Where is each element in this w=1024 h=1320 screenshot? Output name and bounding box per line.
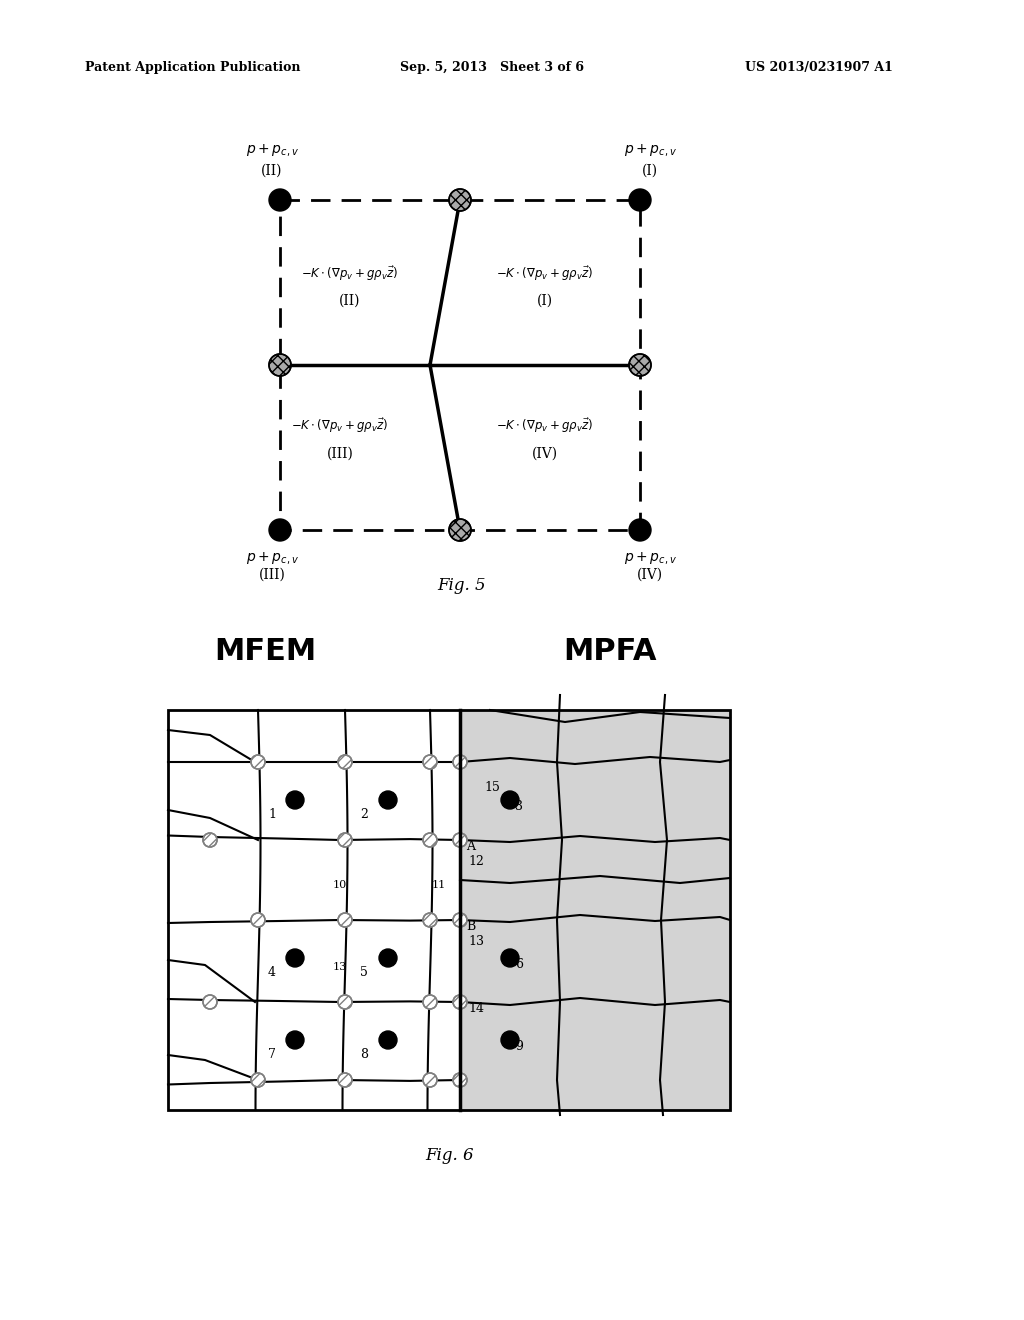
Text: 4: 4 [268, 966, 276, 979]
Text: 15: 15 [484, 781, 500, 795]
Circle shape [286, 949, 304, 968]
Text: $p + p_{c,v}$: $p + p_{c,v}$ [624, 143, 677, 158]
Circle shape [338, 1073, 352, 1086]
Text: 12: 12 [468, 855, 484, 869]
Circle shape [453, 913, 467, 927]
Circle shape [203, 995, 217, 1008]
Text: $p + p_{c,v}$: $p + p_{c,v}$ [246, 550, 298, 566]
Text: 8: 8 [360, 1048, 368, 1061]
Circle shape [453, 1073, 467, 1086]
Text: Fig. 5: Fig. 5 [437, 577, 486, 594]
Circle shape [379, 791, 397, 809]
Circle shape [379, 949, 397, 968]
Text: 3: 3 [515, 800, 523, 813]
Text: MPFA: MPFA [563, 638, 656, 667]
Bar [168, 710, 460, 1110]
Text: 13: 13 [468, 935, 484, 948]
Circle shape [251, 755, 265, 770]
Text: A: A [466, 840, 475, 853]
Text: 7: 7 [268, 1048, 275, 1061]
Text: 6: 6 [515, 958, 523, 972]
Text: 1: 1 [268, 808, 276, 821]
Circle shape [453, 995, 467, 1008]
Circle shape [286, 791, 304, 809]
Text: 2: 2 [360, 808, 368, 821]
Circle shape [423, 833, 437, 847]
Text: $p + p_{c,v}$: $p + p_{c,v}$ [246, 143, 298, 158]
Text: B: B [466, 920, 475, 933]
Circle shape [629, 189, 651, 211]
Text: (I): (I) [642, 164, 658, 178]
Circle shape [251, 913, 265, 927]
Text: 10: 10 [333, 880, 347, 890]
Text: Sep. 5, 2013   Sheet 3 of 6: Sep. 5, 2013 Sheet 3 of 6 [400, 62, 584, 74]
Circle shape [423, 913, 437, 927]
Text: (III): (III) [259, 568, 286, 582]
Circle shape [286, 1031, 304, 1049]
Circle shape [449, 519, 471, 541]
Text: (II): (II) [261, 164, 283, 178]
Circle shape [269, 354, 291, 376]
Circle shape [423, 995, 437, 1008]
Circle shape [423, 755, 437, 770]
Circle shape [453, 833, 467, 847]
Text: 13: 13 [333, 962, 347, 972]
Circle shape [338, 833, 352, 847]
Text: $p + p_{c,v}$: $p + p_{c,v}$ [624, 550, 677, 566]
Circle shape [449, 189, 471, 211]
Circle shape [629, 519, 651, 541]
Circle shape [338, 755, 352, 770]
Text: Fig. 6: Fig. 6 [426, 1147, 474, 1164]
Text: (III): (III) [327, 447, 353, 461]
Bar [168, 710, 730, 1110]
Text: 5: 5 [360, 966, 368, 979]
Circle shape [629, 354, 651, 376]
Text: $-K\cdot(\nabla p_v + g\rho_v\vec{z})$: $-K\cdot(\nabla p_v + g\rho_v\vec{z})$ [292, 417, 389, 436]
Text: US 2013/0231907 A1: US 2013/0231907 A1 [745, 62, 893, 74]
Text: 9: 9 [515, 1040, 523, 1053]
Text: Patent Application Publication: Patent Application Publication [85, 62, 300, 74]
Text: (IV): (IV) [637, 568, 664, 582]
Circle shape [203, 833, 217, 847]
Text: (II): (II) [339, 294, 360, 308]
Circle shape [501, 949, 519, 968]
Circle shape [501, 791, 519, 809]
Text: (I): (I) [537, 294, 553, 308]
Text: (IV): (IV) [531, 447, 558, 461]
Text: 11: 11 [432, 880, 446, 890]
Circle shape [423, 1073, 437, 1086]
Circle shape [379, 1031, 397, 1049]
Circle shape [338, 995, 352, 1008]
Circle shape [269, 189, 291, 211]
Circle shape [251, 1073, 265, 1086]
Text: MFEM: MFEM [214, 638, 316, 667]
Circle shape [501, 1031, 519, 1049]
Bar [460, 710, 730, 1110]
Text: 14: 14 [468, 1002, 484, 1015]
Circle shape [453, 755, 467, 770]
Circle shape [338, 913, 352, 927]
Circle shape [269, 519, 291, 541]
Text: $-K\cdot(\nabla p_v + g\rho_v\vec{z})$: $-K\cdot(\nabla p_v + g\rho_v\vec{z})$ [497, 265, 594, 282]
Text: $-K\cdot(\nabla p_v + g\rho_v\vec{z})$: $-K\cdot(\nabla p_v + g\rho_v\vec{z})$ [497, 417, 594, 436]
Text: $-K\cdot(\nabla p_v + g\rho_v\vec{z})$: $-K\cdot(\nabla p_v + g\rho_v\vec{z})$ [301, 265, 398, 282]
